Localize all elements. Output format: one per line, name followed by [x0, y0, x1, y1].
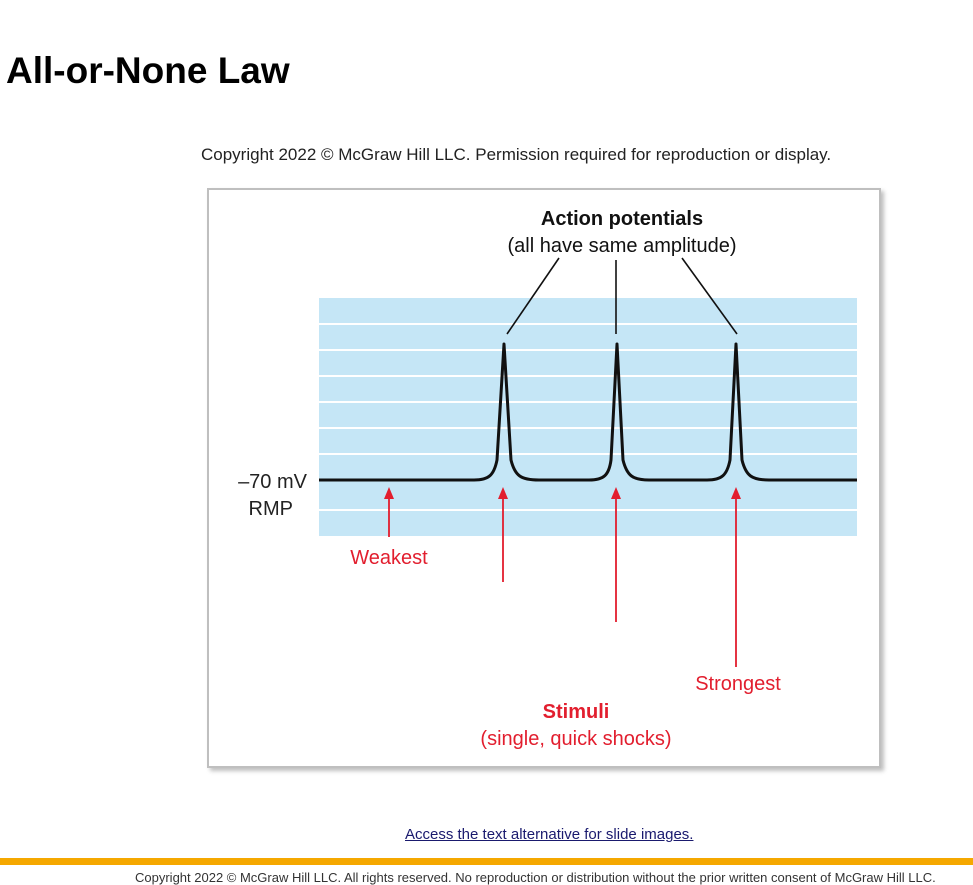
all-or-none-diagram: Action potentials (all have same amplitu… [238, 208, 857, 750]
stimulus-arrowhead-2 [498, 487, 508, 499]
band-grid-lines [319, 323, 857, 511]
weakest-label: Weakest [350, 547, 428, 569]
stimulus-arrowhead-1 [384, 487, 394, 499]
text-alternative-link[interactable]: Access the text alternative for slide im… [405, 826, 694, 843]
stimulus-arrowhead-4 [731, 487, 741, 499]
pointer-line-1 [506, 257, 560, 335]
figure-copyright: Copyright 2022 © McGraw Hill LLC. Permis… [201, 145, 832, 164]
recording-band [319, 298, 857, 536]
amplitude-pointer-lines [506, 257, 738, 335]
rmp-label: RMP [249, 498, 293, 520]
rmp-value-label: –70 mV [238, 471, 308, 493]
stimuli-heading: Stimuli [543, 701, 610, 723]
footer-copyright: Copyright 2022 © McGraw Hill LLC. All ri… [135, 870, 936, 885]
action-potentials-heading: Action potentials [541, 208, 703, 230]
figure-frame: Action potentials (all have same amplitu… [207, 188, 881, 768]
stimulus-arrows [384, 487, 741, 667]
stimulus-arrowhead-3 [611, 487, 621, 499]
footer-accent-bar [0, 858, 973, 865]
stimuli-subheading: (single, quick shocks) [480, 728, 671, 750]
pointer-line-3 [681, 257, 738, 335]
strongest-label: Strongest [695, 673, 781, 695]
membrane-potential-trace [319, 342, 857, 482]
same-amplitude-subheading: (all have same amplitude) [508, 235, 737, 257]
slide-title: All-or-None Law [6, 50, 290, 91]
